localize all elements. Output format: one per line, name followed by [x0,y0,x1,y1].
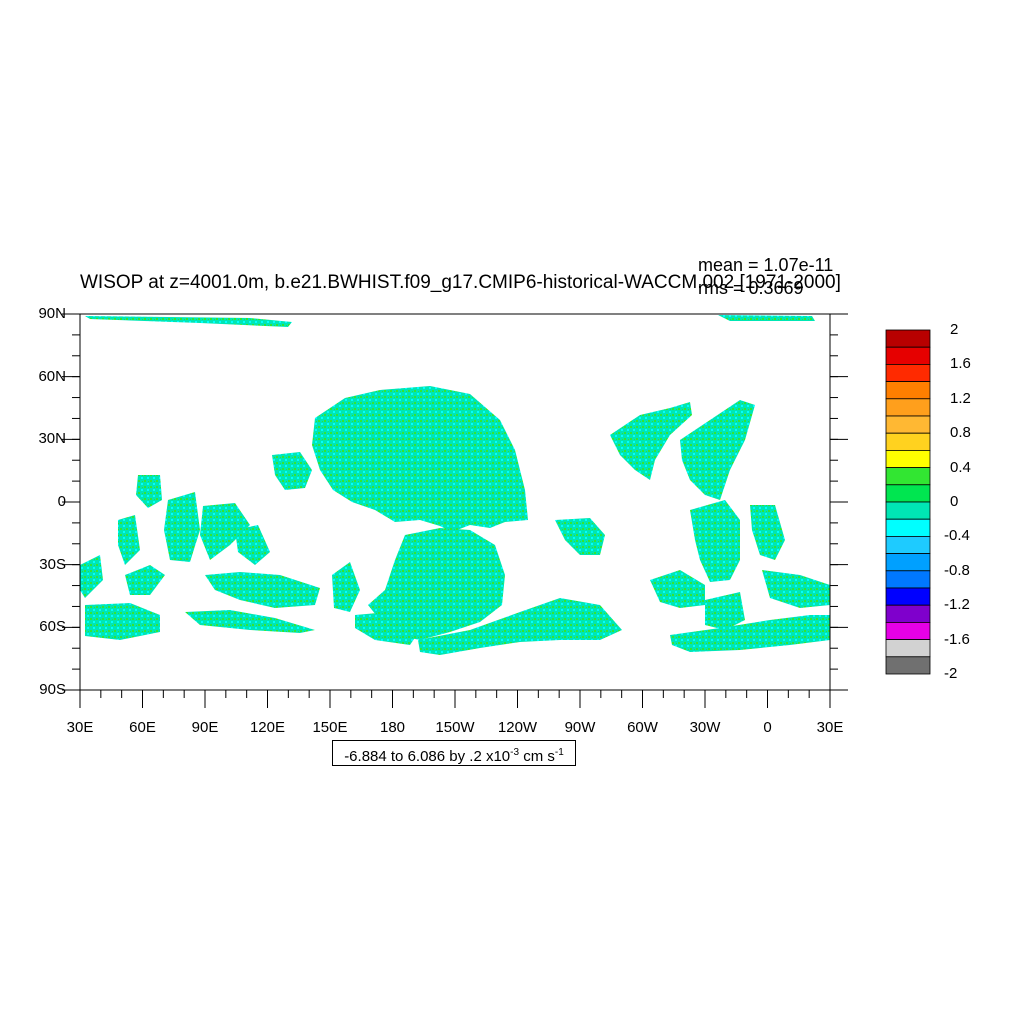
field-patch [705,592,745,630]
contour-info-text: -6.884 to 6.086 by .2 x10 [344,748,511,765]
colorbar [885,329,931,675]
field-patch [205,572,320,608]
lon-tick-label: 90E [191,719,219,736]
field-patch [136,475,162,508]
axis-ticks [62,313,848,708]
colorbar-box [885,346,931,365]
field-patch [762,570,830,608]
colorbar-box [885,587,931,606]
colorbar-tick-label: 2 [950,321,959,338]
field-patch [750,505,785,560]
field-patch [355,612,420,645]
colorbar-box [885,622,931,641]
colorbar-box [885,604,931,623]
colorbar-box [885,398,931,417]
lon-tick-label: 60W [627,719,658,736]
lat-tick-label: 30N [38,430,66,448]
contour-info-unit: cm s [519,748,555,765]
lon-tick-label: 180 [379,719,406,736]
colorbar-box [885,484,931,503]
field-patch [80,555,103,598]
colorbar-box [885,329,931,348]
lat-tick-label: 60N [38,367,66,385]
field-patches [80,315,830,655]
colorbar-box [885,639,931,658]
colorbar-tick-label: -2 [944,665,958,682]
colorbar-box [885,432,931,451]
colorbar-box [885,449,931,468]
lon-tick-label: 30E [816,719,844,736]
colorbar-box [885,570,931,589]
field-patch [125,565,165,595]
colorbar-tick-label: -1.2 [944,596,970,614]
lon-tick-label: 150E [312,719,348,736]
colorbar-tick-label: 1.2 [950,389,971,407]
field-patch [610,402,692,480]
field-patch [418,598,622,655]
field-patch [85,316,292,327]
lon-tick-label: 0 [763,719,772,736]
colorbar-tick-label: -0.4 [944,527,970,545]
colorbar-box [885,381,931,400]
colorbar-tick-label: 1.6 [950,355,971,373]
field-patch [164,492,200,562]
colorbar-box [885,656,931,675]
lon-tick-label: 120W [497,719,538,736]
lon-tick-label: 30E [66,719,94,736]
field-patch [118,515,140,565]
colorbar-box [885,467,931,486]
field-patch [718,315,815,321]
colorbar-tick-label: 0 [950,493,959,510]
lon-tick-label: 90W [564,719,596,736]
contour-info-exp1: -3 [510,747,520,758]
lon-tick-label: 150W [435,719,475,736]
field-patch [332,562,360,612]
lat-tick-label: 90N [38,305,66,322]
field-patch [272,452,312,490]
lat-tick-label: 0 [57,493,66,510]
field-patch [368,528,505,640]
field-patch [670,615,830,652]
field-patch [555,518,605,555]
field-patch [680,400,755,500]
rms-stat: rms = 0.3669 [698,278,804,298]
lat-tick-label: 30S [39,555,66,573]
field-patch [312,386,528,532]
mean-stat: mean = 1.07e-11 [698,255,834,275]
lon-tick-label: 60E [129,719,156,736]
colorbar-box [885,553,931,572]
colorbar-box [885,501,931,520]
colorbar-tick-label: 0.4 [950,458,971,476]
colorbar-box [885,536,931,555]
field-patch [235,525,270,565]
contour-info-box: -6.884 to 6.086 by .2 x10-3 cm s-1 [332,740,576,766]
field-patch [200,503,250,560]
field-patch [690,500,740,582]
colorbar-tick-label: -1.6 [944,630,970,648]
colorbar-box [885,415,931,434]
contour-info-exp2: -1 [554,747,564,758]
field-patch [650,570,705,608]
colorbar-tick-label: 0.8 [950,424,971,442]
field-patch [185,610,315,633]
lon-tick-label: 120E [249,719,286,736]
field-patch [85,603,160,640]
lat-tick-label: 60S [39,618,66,636]
lon-tick-label: 30W [689,719,721,736]
colorbar-box [885,363,931,382]
lat-tick-label: 90S [39,681,66,698]
map-title: WISOP at z=4001.0m, b.e21.BWHIST.f09_g17… [80,272,841,293]
colorbar-tick-label: -0.8 [944,561,970,579]
colorbar-box [885,518,931,537]
